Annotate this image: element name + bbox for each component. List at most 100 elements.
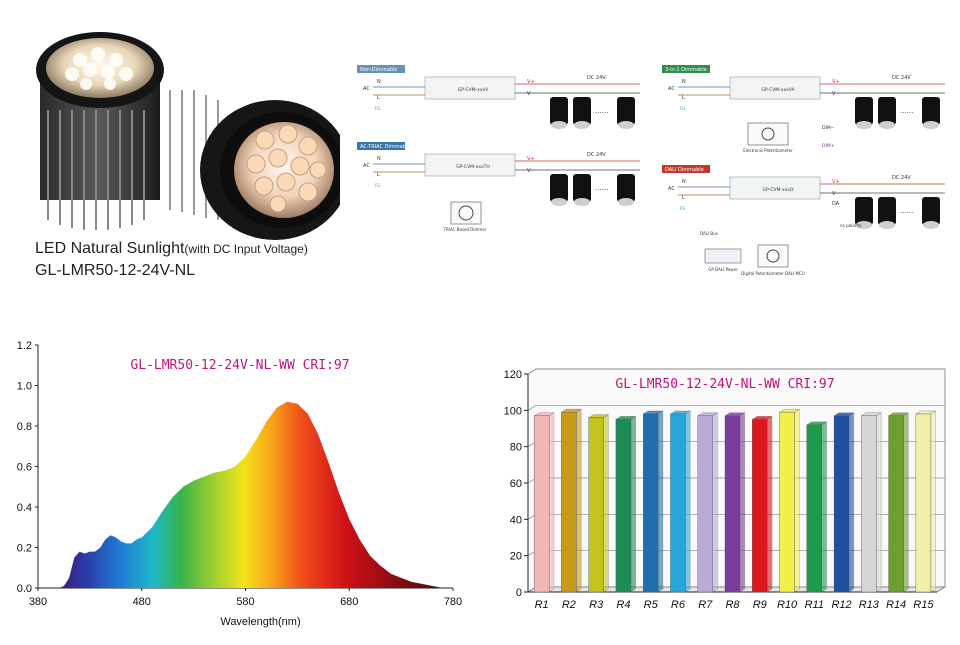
- dimmer-label: TRIAC Based Dimmer: [443, 227, 487, 232]
- da-label: DA: [832, 201, 840, 207]
- spectrum-svg: 0.0 0.2 0.4 0.6 0.8 1.0 1.2 380 480 580 680 780 GL-…: [17, 340, 462, 628]
- cri-bar-r4: [615, 419, 632, 593]
- wiring-svg: Non-Dimmable AC N L FG GP-CVM-xxxV V+ V− DC 24V.…: [357, 65, 945, 276]
- cri-bar-side: [848, 412, 855, 593]
- cri-x-tick-label: R6: [671, 599, 686, 611]
- vminus-label: V−: [527, 91, 535, 97]
- output-label: DC 24V: [587, 75, 606, 81]
- cri-bar-r3: [588, 417, 604, 593]
- lamp-icon: [922, 97, 940, 125]
- more-lamps: ......: [595, 107, 608, 115]
- dimmer-box: [450, 201, 482, 225]
- lamp-icon: [550, 97, 568, 125]
- pot-box: [747, 122, 789, 146]
- spectrum-x-tick-label: 380: [29, 596, 47, 608]
- vplus-label: V+: [832, 79, 840, 85]
- ac-label: AC: [363, 86, 370, 92]
- vplus-label: V+: [527, 79, 535, 85]
- cri-bar-side: [794, 408, 800, 593]
- cri-bar-r6: [670, 413, 686, 593]
- lamp-front: [169, 90, 350, 240]
- panel-tag-bg: [357, 142, 405, 150]
- cri-x-tick-label: R12: [831, 599, 851, 611]
- lamp-lens-icon: [574, 198, 590, 206]
- lamp-lens-icon: [574, 121, 590, 129]
- l-label: L: [682, 95, 685, 101]
- wiring-panel: AC-TRIAC Dimmable AC N L FG GP-CVM-xxxTH V+ V− D…: [357, 142, 640, 232]
- cri-x-tick-label: R4: [616, 599, 630, 611]
- cri-bar-side: [576, 408, 582, 593]
- caption-small: (with DC Input Voltage): [184, 242, 308, 256]
- product-caption: LED Natural Sunlight(with DC Input Volta…: [35, 240, 308, 258]
- spectrum-y-tick-label: 0.6: [17, 462, 32, 474]
- caption-main: LED Natural Sunlight: [35, 240, 185, 257]
- cri-bar-side: [630, 416, 636, 593]
- cri-bar-side: [548, 412, 555, 593]
- cri-bar-r12: [833, 415, 850, 593]
- driver-label: GP-CVM-xxxVA: [761, 87, 795, 93]
- pot-knob-icon: [761, 127, 775, 141]
- spectrum-y-tick-label: 1.0: [17, 381, 32, 393]
- l-label: L: [682, 195, 685, 201]
- cri-bar-side: [685, 410, 691, 593]
- panel-tag: DALI Dimmable: [665, 167, 704, 173]
- ac-label: AC: [668, 186, 675, 192]
- lamp-icon: [550, 174, 568, 202]
- dali-power-box: [704, 248, 742, 264]
- spectrum-x-tick-label: 580: [236, 596, 254, 608]
- spectrum-x-tick-label: 780: [444, 596, 462, 608]
- l-label: L: [377, 172, 380, 178]
- cri-bar-r8: [724, 415, 741, 593]
- lamp-lens-icon: [551, 198, 567, 206]
- panel-tag: 3-in-1 Dimmable: [665, 67, 707, 73]
- lamp-lens-icon: [856, 221, 872, 229]
- spectrum-chart: 0.0 0.2 0.4 0.6 0.8 1.0 1.2 380 480 580 680 780 GL-…: [0, 335, 470, 640]
- cri-bar-r10: [779, 411, 795, 593]
- cri-x-tick-label: R15: [913, 599, 934, 611]
- spectrum-y-tick-label: 0.4: [17, 502, 32, 514]
- cri-y-tick-label: 100: [504, 405, 522, 417]
- ac-label: AC: [668, 86, 675, 92]
- spectrum-x-tick-label: 480: [133, 596, 151, 608]
- cri-x-tick-label: R2: [562, 599, 576, 611]
- spectrum-title: GL-LMR50-12-24V-NL-WW CRI:97: [130, 358, 349, 373]
- n-label: N: [377, 79, 381, 85]
- cri-x-tick-label: R8: [725, 599, 740, 611]
- cri-bar-side: [767, 416, 773, 593]
- vminus-label: V−: [832, 191, 840, 197]
- cri-y-tick-label: 120: [504, 369, 522, 381]
- lamp-lens-icon: [551, 121, 567, 129]
- dali-bus-label: DALI Bus: [700, 231, 718, 236]
- lamp-lens-icon: [879, 121, 895, 129]
- pot-label: Electronic Potentiometer: [743, 148, 793, 153]
- vminus-label: V−: [832, 91, 840, 97]
- lamp-back: [36, 32, 164, 230]
- panel-tag: Non-Dimmable: [360, 67, 397, 73]
- output-label: DC 24V: [892, 75, 911, 81]
- output-label: DC 24V: [892, 175, 911, 181]
- dali-mcu-label: Digital Potentiometer DALI MCU: [741, 271, 805, 276]
- cri-y-tick-label: 80: [510, 442, 522, 454]
- driver-box: [424, 153, 516, 177]
- dali-mcu-box: [757, 244, 789, 268]
- cri-grid-side: [527, 405, 537, 411]
- panel-tag: AC-TRIAC Dimmable: [360, 144, 410, 150]
- cri-bar-r7: [697, 415, 713, 593]
- cri-x-tick-label: R13: [859, 599, 880, 611]
- cri-bar-r11: [806, 424, 822, 593]
- n-label: N: [682, 79, 686, 85]
- lamp-icon: [617, 174, 635, 202]
- lamp-icon: [855, 97, 873, 125]
- l-label: L: [377, 95, 380, 101]
- dali-power-label: GP-DALI Power: [708, 267, 738, 272]
- cri-bar-r9: [752, 419, 768, 593]
- fg-label: FG: [680, 106, 685, 111]
- cri-bar-r1: [533, 415, 550, 593]
- cri-svg: 0 20 40 60 80 100 120 R1 R2 R3 R4 R5 R6 R7 R8 R9 R10 R11…: [504, 368, 947, 611]
- lamp-icon: [617, 97, 635, 125]
- cri-bar-r14: [888, 415, 904, 593]
- cri-bar-side: [739, 412, 745, 593]
- lamp-lens-icon: [856, 121, 872, 129]
- spectrum-y-tick-label: 1.2: [17, 340, 32, 352]
- wiring-panel: DALI Dimmable AC N L FG GP-CVM-xxxD V+ V− DC 24V…: [662, 165, 945, 276]
